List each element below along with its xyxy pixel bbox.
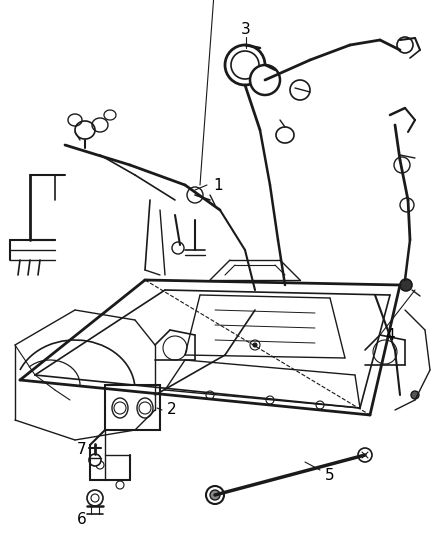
Ellipse shape: [137, 398, 153, 418]
Ellipse shape: [112, 398, 128, 418]
Circle shape: [114, 402, 126, 414]
Circle shape: [250, 65, 280, 95]
Circle shape: [87, 490, 103, 506]
Circle shape: [411, 391, 419, 399]
Circle shape: [253, 343, 257, 347]
Circle shape: [139, 402, 151, 414]
Circle shape: [91, 494, 99, 502]
Circle shape: [397, 37, 413, 53]
Circle shape: [116, 481, 124, 489]
Text: 2: 2: [167, 402, 177, 417]
Text: 6: 6: [77, 513, 87, 528]
Circle shape: [400, 198, 414, 212]
Circle shape: [358, 448, 372, 462]
Text: 1: 1: [213, 177, 223, 192]
Circle shape: [394, 157, 410, 173]
Text: 4: 4: [385, 327, 395, 343]
Bar: [105, 385, 160, 430]
Circle shape: [206, 486, 224, 504]
Text: 5: 5: [325, 467, 335, 482]
Circle shape: [206, 391, 214, 399]
Circle shape: [187, 187, 203, 203]
Text: 3: 3: [241, 22, 251, 37]
Circle shape: [400, 279, 412, 291]
Circle shape: [250, 340, 260, 350]
Circle shape: [231, 51, 259, 79]
Circle shape: [210, 490, 220, 500]
Circle shape: [316, 401, 324, 409]
Circle shape: [266, 396, 274, 404]
Circle shape: [172, 242, 184, 254]
Circle shape: [225, 45, 265, 85]
Circle shape: [373, 340, 397, 364]
Circle shape: [89, 454, 101, 466]
Circle shape: [163, 336, 187, 360]
Circle shape: [96, 461, 104, 469]
Circle shape: [290, 80, 310, 100]
Text: 7: 7: [77, 442, 87, 457]
